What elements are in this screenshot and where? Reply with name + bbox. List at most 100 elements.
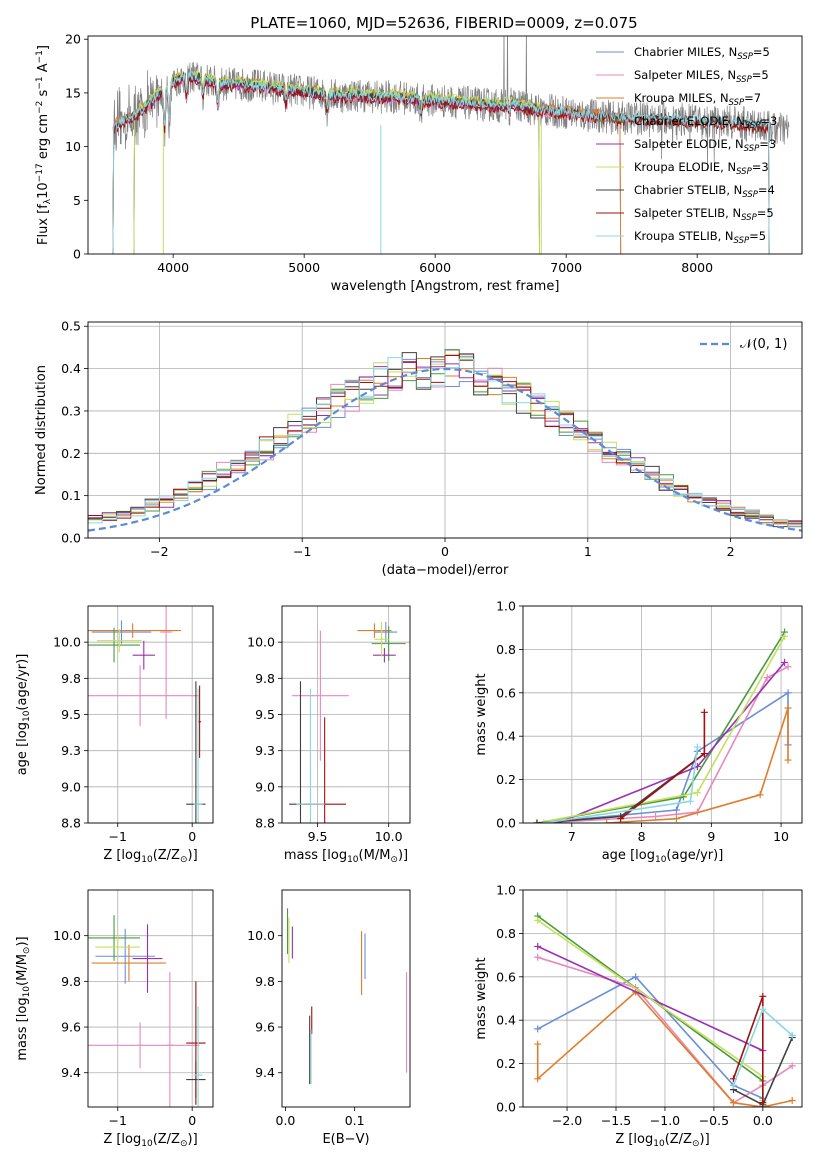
x-tick-label: −1.5 [601,1113,631,1128]
y-tick-label: 9.8 [255,671,275,686]
y-tick-label: 8.8 [255,816,275,831]
plot-area-weight-vs-Z [534,912,796,1107]
weight-marker-salpeter-elodie [534,942,542,950]
x-tick-label: 0.0 [276,1113,296,1128]
weight-marker-kroupa-miles [788,1096,796,1104]
weight-marker-kroupa-elodie [534,916,542,924]
x-tick-label: −0.5 [699,1113,729,1128]
y-tick-label: 10.0 [53,635,81,650]
legend-entry: Kroupa ELODIE, NSSP=3 [634,160,769,177]
y-tick-label: 0.6 [496,969,516,984]
y-tick-label: 9.5 [61,707,81,722]
y-axis-label: mass weight [474,673,489,755]
x-tick-label: 8000 [681,260,713,275]
axes-frame [281,889,411,1108]
weight-marker-salpeter-stelib [700,708,708,716]
y-tick-label: 10.0 [247,928,275,943]
plot-area-mass-vs-Z [88,915,206,1107]
y-tick-label: 9.6 [61,1020,81,1035]
x-tick-label: 8 [638,829,646,844]
weight-marker-kroupa-miles [756,791,764,799]
weight-marker-kroupa-stelib [686,797,694,805]
x-tick-label: 6000 [419,260,451,275]
y-tick-label: 10 [65,139,81,154]
y-tick-label: 9.8 [255,974,275,989]
y-tick-label: 0.0 [496,1100,516,1115]
weight-marker-kroupa-elodie [781,632,789,640]
x-tick-label: 0.0 [753,1113,773,1128]
gaussian-curve [88,367,802,532]
weight-marker-kroupa-stelib [729,1081,737,1089]
x-tick-label: −1 [109,1113,127,1128]
x-tick-label: 5000 [288,260,320,275]
x-tick-label: 7000 [550,260,582,275]
x-tick-label: 0 [188,1113,196,1128]
y-tick-label: 9.4 [61,1065,81,1080]
y-axis-label: Normed distribution [34,365,49,495]
y-tick-label: 0.2 [496,1056,516,1071]
weight-marker-salpeter-miles [784,663,792,671]
weight-line-chabrier-elodie [536,631,786,823]
x-tick-label: −1 [109,829,127,844]
y-tick-label: 1.0 [496,599,516,614]
x-tick-label: −2 [150,544,168,559]
y-tick-label: 15 [65,85,81,100]
x-axis-label: wavelength [Angstrom, rest frame] [331,279,560,294]
weight-marker-chabrier-miles [632,973,640,981]
x-axis-label: E(B−V) [322,1132,369,1147]
legend-entry: Chabrier ELODIE, NSSP=3 [634,114,777,131]
weight-marker-salpeter-miles [763,674,771,682]
y-tick-label: 9.6 [255,1020,275,1035]
weight-line-chabrier-miles [536,691,789,823]
y-tick-label: 9.8 [61,671,81,686]
y-tick-label: 0.6 [496,685,516,700]
weight-marker-kroupa-miles [784,704,792,712]
model-spectrum-kroupa-stelib [112,71,770,254]
weight-marker-chabrier-miles [784,689,792,697]
weight-marker-salpeter-elodie [781,658,789,666]
x-tick-label: 9 [707,829,715,844]
panel-age-vs-mass: 9.5 10.0 8.8 9.0 9.3 9.5 9.8 10.0 mass [log10(M/… [247,605,411,865]
panel-age-vs-Z: −1 0 8.8 9.0 9.3 9.5 9.8 10.0 Z [log10(Z/Z⊙)] age… [15,605,214,865]
axes-frame [87,35,803,255]
y-tick-label: 9.8 [61,974,81,989]
x-tick-label: −2.0 [552,1113,582,1128]
weight-line-chabrier-miles [537,975,764,1100]
plot-area-spectrum [112,36,790,254]
legend-entry: 𝒩(0, 1) [740,337,787,352]
x-axis-label: Z [log10(Z/Z⊙)] [103,1132,197,1149]
weight-marker-kroupa-stelib [788,1031,796,1039]
y-tick-label: 0.3 [61,403,81,418]
legend-entry: Salpeter MILES, NSSP=5 [634,68,769,85]
x-tick-label: 0 [441,544,449,559]
axes-frame [87,889,214,1108]
y-tick-label: 9.3 [61,743,81,758]
y-tick-label: 10.0 [247,635,275,650]
panel-spectrum: 4000 5000 6000 7000 8000 0 5 10 15 20 wavelength [… [35,32,803,294]
y-tick-label: 0.4 [496,729,516,744]
weight-marker-kroupa-stelib [540,819,548,823]
x-tick-label: −1 [293,544,311,559]
y-tick-label: 0.2 [61,446,81,461]
weight-marker-chabrier-stelib [533,819,541,823]
plot-area-age-vs-Z [88,606,206,823]
weight-marker-salpeter-stelib [759,1099,767,1107]
y-tick-label: 9.0 [61,779,81,794]
y-tick-label: 9.3 [255,743,275,758]
panel-mass-vs-EBV: 0.0 0.1 9.4 9.6 9.8 10.0 E(B−V) [247,889,411,1147]
y-tick-label: 0.8 [496,642,516,657]
weight-marker-salpeter-miles [534,953,542,961]
x-tick-label: −1.0 [650,1113,680,1128]
y-tick-label: 20 [65,32,81,47]
y-tick-label: 0.5 [61,319,81,334]
y-tick-label: 10.0 [53,928,81,943]
y-tick-label: 9.0 [255,779,275,794]
legend-entry: Chabrier MILES, NSSP=5 [634,45,770,62]
y-tick-label: 9.5 [255,707,275,722]
weight-marker-kroupa-stelib [759,1005,767,1013]
x-tick-label: 1 [584,544,592,559]
weight-marker-kroupa-miles [672,815,680,823]
y-tick-label: 0.0 [496,816,516,831]
y-axis-label: mass weight [474,957,489,1039]
plot-area-residuals [88,349,802,532]
